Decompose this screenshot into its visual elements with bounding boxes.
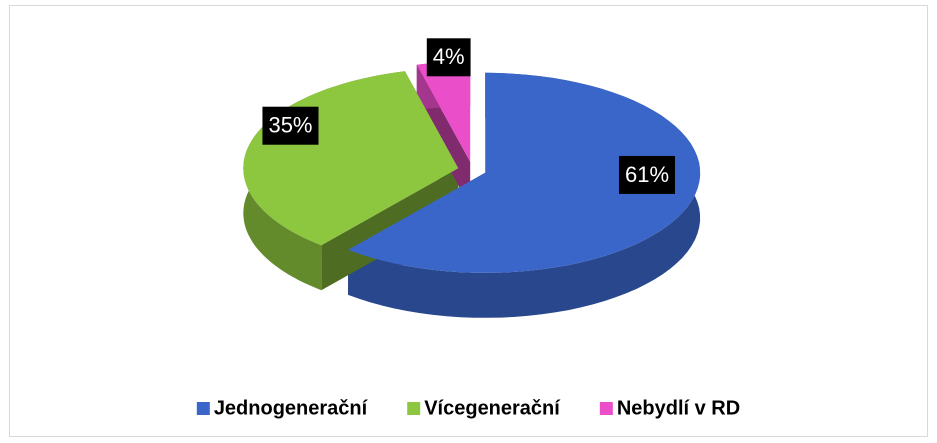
data-label: 4% — [433, 44, 465, 69]
slice — [348, 72, 701, 273]
data-label-box — [618, 155, 676, 194]
legend-label: Vícegenerační — [424, 397, 561, 419]
slice — [416, 61, 471, 162]
legend-swatch — [407, 402, 421, 415]
data-label-group: 35% — [262, 106, 319, 145]
legend-label: Nebydlí v RD — [617, 397, 740, 419]
data-label-box — [262, 106, 319, 145]
data-label-box — [426, 38, 471, 77]
data-label-group: 61% — [618, 155, 676, 194]
legend-label: Jednogenerační — [214, 397, 369, 419]
legend-swatch — [196, 402, 210, 415]
data-label-group: 4% — [426, 38, 471, 77]
data-label: 35% — [268, 113, 312, 138]
data-label: 61% — [625, 162, 669, 187]
legend-swatch — [599, 402, 613, 415]
